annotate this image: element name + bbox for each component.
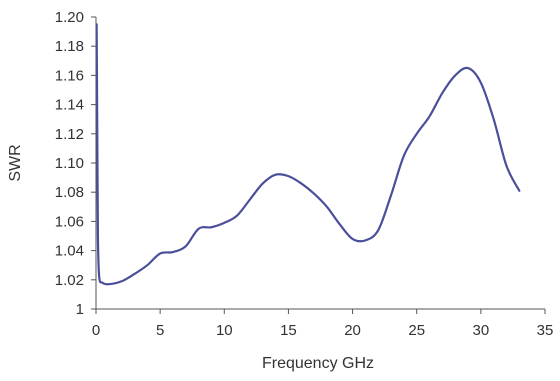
y-tick-label: 1 — [76, 301, 84, 318]
x-tick-label: 15 — [280, 322, 297, 339]
y-axis-title: SWR — [7, 144, 24, 181]
plot-frame — [95, 17, 545, 310]
series-layer — [95, 23, 521, 286]
swr-series-line — [95, 23, 521, 286]
x-axis-ticks: 0 5 10 15 20 25 30 35 — [92, 309, 554, 339]
x-tick-label: 20 — [344, 322, 361, 339]
x-tick-label: 10 — [216, 322, 233, 339]
y-tick-label: 1.04 — [55, 243, 84, 260]
y-tick-label: 1.02 — [55, 272, 84, 289]
y-axis-ticks: 1 1.02 1.04 1.06 1.08 1.10 1.12 1.14 1.16 1.18 1.2… — [55, 9, 96, 318]
x-tick-label: 30 — [473, 322, 490, 339]
y-tick-label: 1.18 — [55, 38, 84, 55]
x-axis-title: Frequency GHz — [262, 355, 374, 372]
x-tick-label: 35 — [537, 322, 554, 339]
y-tick-label: 1.20 — [55, 9, 84, 26]
y-tick-label: 1.16 — [55, 67, 84, 84]
x-tick-label: 25 — [408, 322, 425, 339]
y-tick-label: 1.10 — [55, 155, 84, 172]
y-tick-label: 1.14 — [55, 97, 84, 114]
y-tick-label: 1.06 — [55, 213, 84, 230]
x-tick-label: 0 — [92, 322, 100, 339]
y-tick-label: 1.08 — [55, 184, 84, 201]
y-tick-label: 1.12 — [55, 126, 84, 143]
x-tick-label: 5 — [156, 322, 164, 339]
